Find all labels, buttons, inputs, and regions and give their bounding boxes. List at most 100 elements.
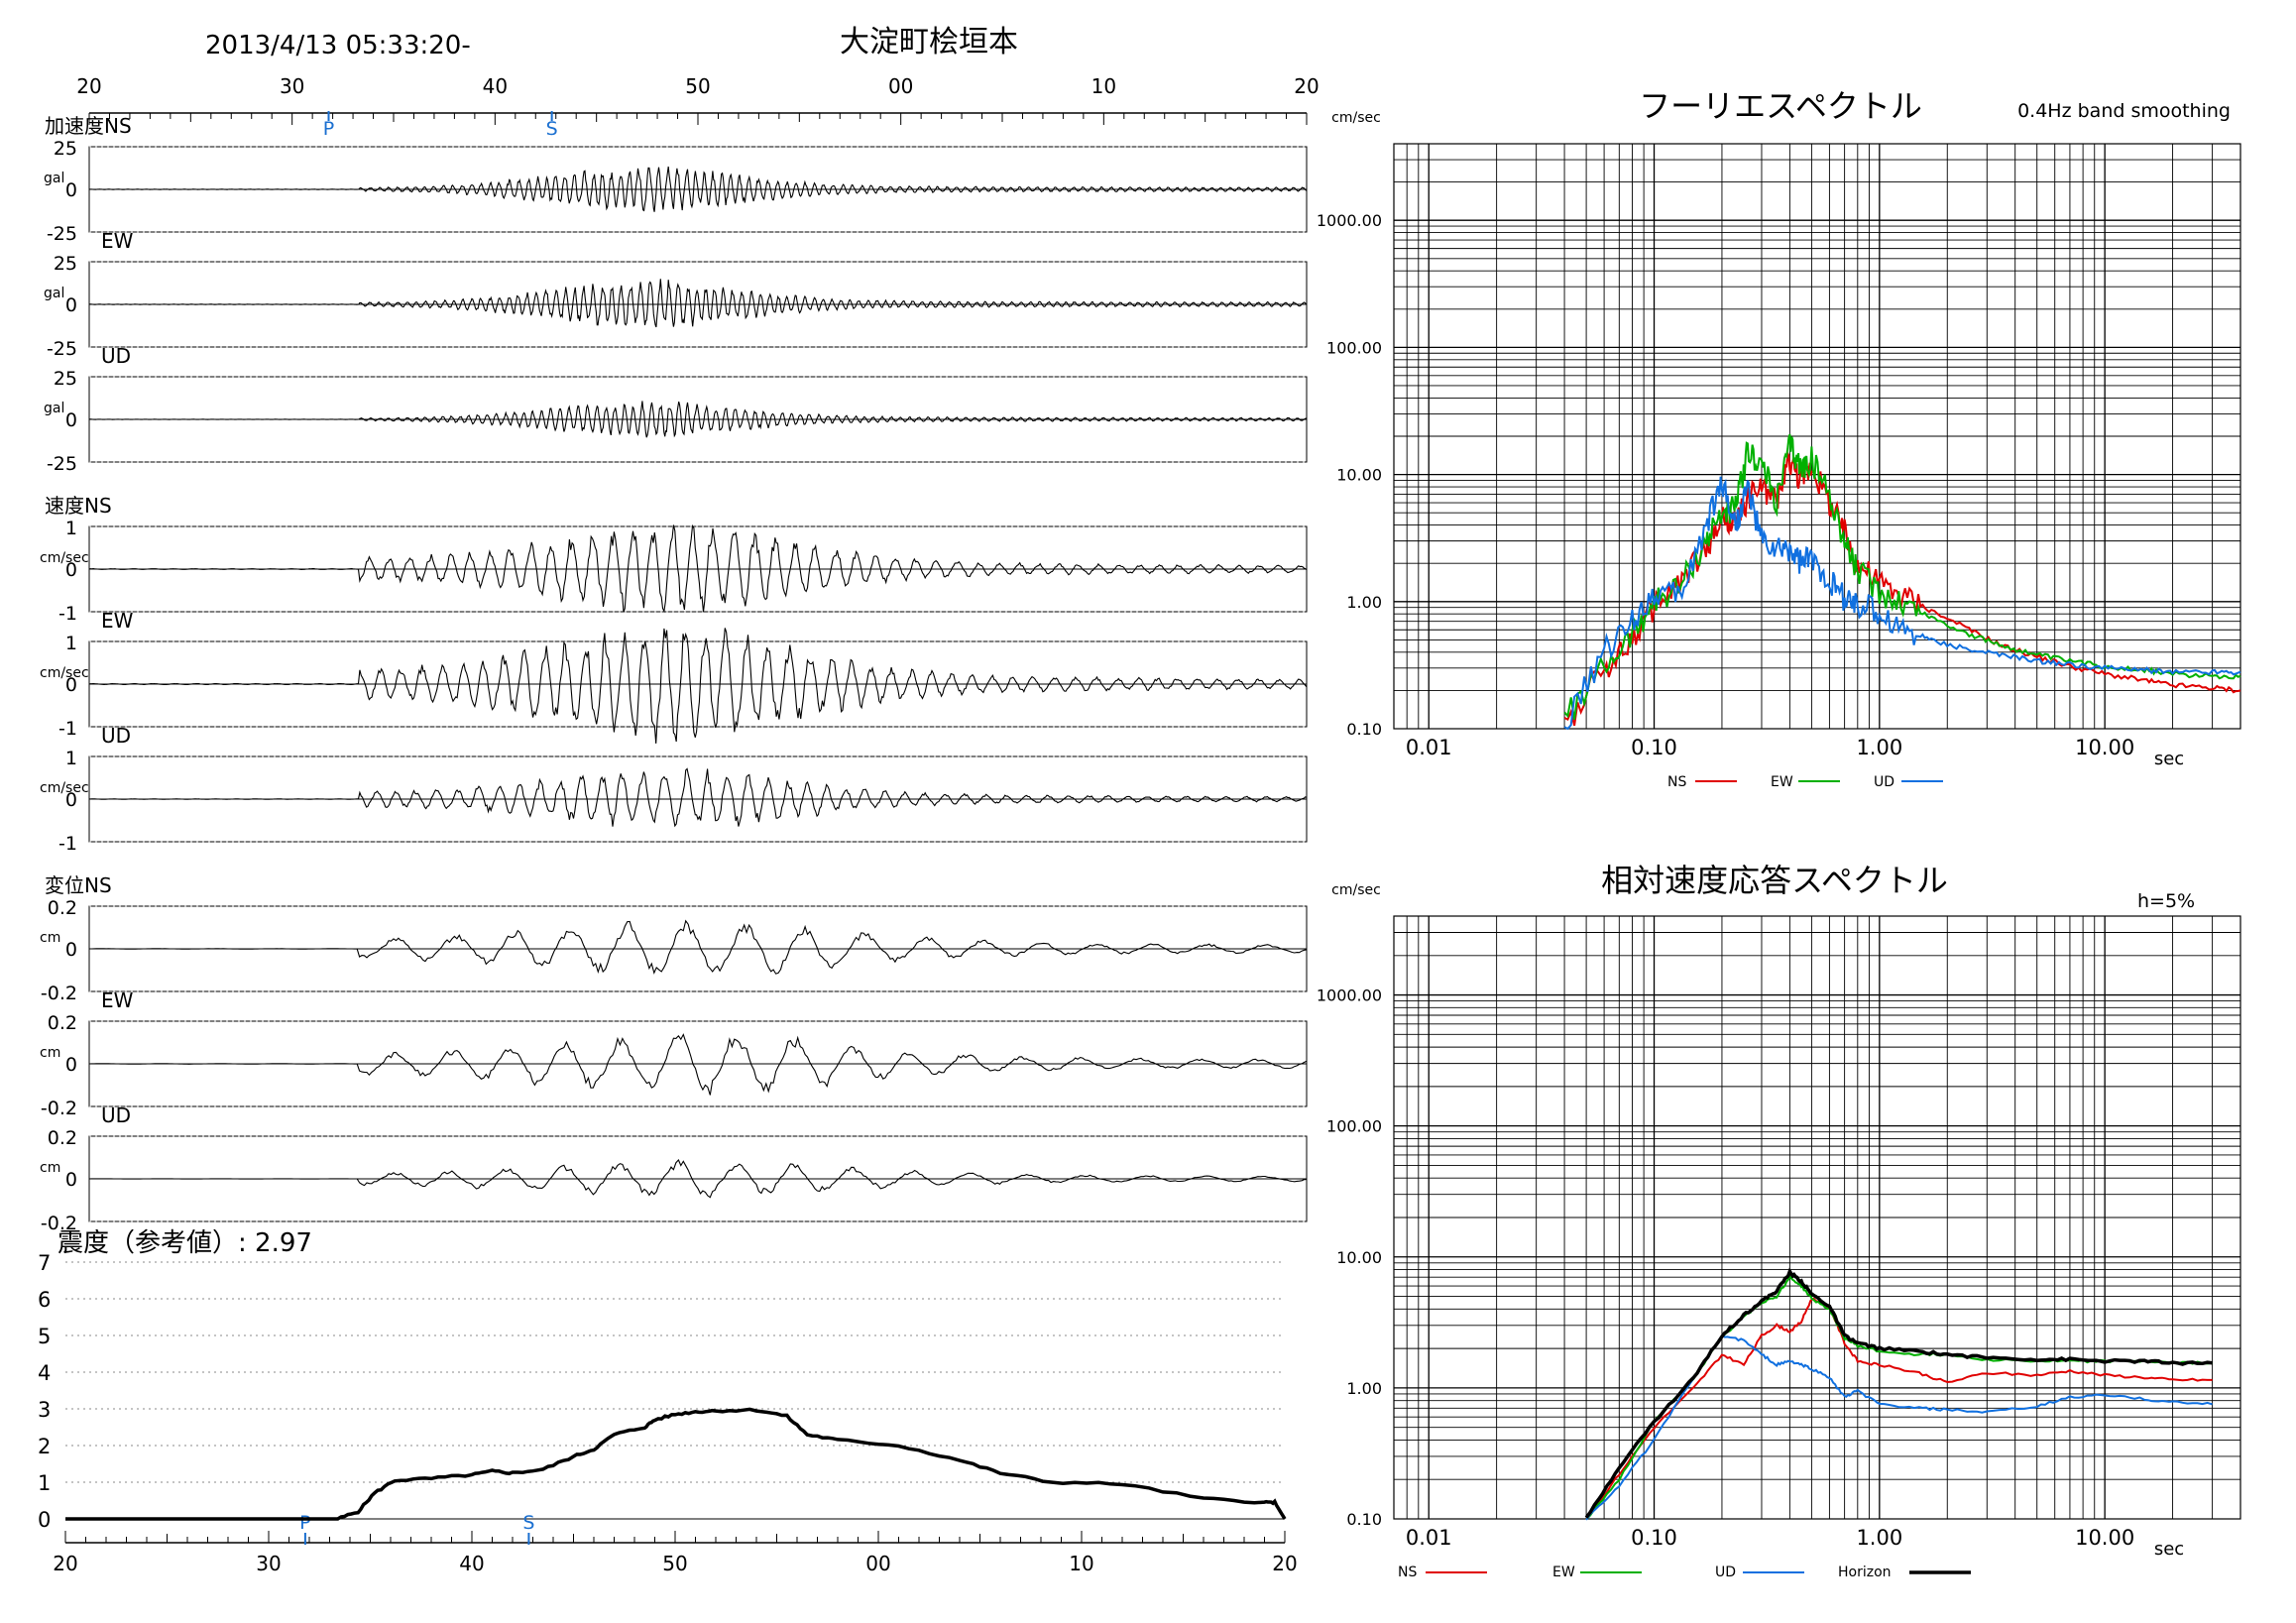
response-legend-label: UD (1715, 1565, 1736, 1580)
unit-label: cm/sec (40, 550, 89, 566)
spectrum-x-tick-label: 0.01 (1406, 736, 1452, 759)
intensity-time-label: 20 (53, 1552, 77, 1575)
y-tick-min: -0.2 (41, 1213, 77, 1234)
y-tick-min: -0.2 (41, 983, 77, 1004)
record-datetime: 2013/4/13 05:33:20- (205, 31, 471, 60)
y-tick-max: 0.2 (48, 1127, 77, 1149)
waveform-trace (89, 767, 1308, 828)
spectrum-x-tick-label: 0.10 (1631, 1526, 1677, 1550)
fourier-subtitle: 0.4Hz band smoothing (2017, 100, 2231, 122)
waveform-trace (88, 401, 1308, 438)
y-tick-zero: 0 (65, 1169, 77, 1191)
y-tick-zero: 0 (65, 409, 77, 431)
y-tick-min: -25 (47, 453, 77, 475)
intensity-title: 震度（参考値）: 2.97 (57, 1228, 312, 1258)
waveform-panel-cont-ew: 25 0 -25 gal EW (44, 229, 1308, 360)
intensity-chart: 震度（参考値）: 2.97 0 1 2 3 4 5 6 7 20 30 40 50 00 10 20 P S (38, 1228, 1298, 1575)
group-label: 速度NS (45, 494, 112, 518)
unit-label: cm/sec (40, 780, 89, 796)
intensity-tick-label: 7 (38, 1251, 51, 1275)
y-tick-max: 1 (65, 633, 77, 654)
y-tick-zero: 0 (65, 1054, 77, 1076)
waveform-panel-cont-ud: 0.2 0 -0.2 cm UD (40, 1103, 1308, 1234)
phase-marker-label: S (546, 118, 558, 140)
waveform-trace (89, 279, 1308, 328)
intensity-time-label: 50 (662, 1552, 687, 1575)
y-tick-min: -25 (47, 338, 77, 360)
waveform-panel-cont-ud: 25 0 -25 gal UD (44, 344, 1308, 475)
y-tick-zero: 0 (65, 789, 77, 811)
component-label: UD (101, 1103, 131, 1127)
waveform-panel-cont-ew: 0.2 0 -0.2 cm EW (40, 988, 1308, 1119)
spectrum-y-tick-label: 10.00 (1336, 466, 1382, 485)
waveform-trace (89, 919, 1308, 975)
time-tick-label: 20 (1294, 74, 1319, 98)
component-label: EW (101, 609, 134, 633)
spectrum-y-tick-label: 10.00 (1336, 1248, 1382, 1267)
intensity-tick-label: 2 (38, 1435, 51, 1458)
intensity-time-label: 40 (459, 1552, 484, 1575)
time-tick-label: 40 (483, 74, 508, 98)
y-tick-min: -25 (47, 223, 77, 245)
response-title: 相対速度応答スペクトル (1601, 862, 1948, 899)
y-tick-zero: 0 (65, 939, 77, 961)
time-tick-label: 10 (1091, 74, 1116, 98)
unit-label: gal (44, 401, 64, 416)
unit-label: cm (40, 930, 60, 946)
y-tick-max: 0.2 (48, 1012, 77, 1034)
y-tick-zero: 0 (65, 674, 77, 696)
group-label: 変位NS (45, 873, 112, 897)
component-label: UD (101, 344, 131, 368)
waveform-trace (89, 166, 1308, 212)
intensity-tick-label: 1 (38, 1471, 51, 1495)
unit-label: cm (40, 1045, 60, 1061)
y-tick-min: -1 (58, 603, 77, 625)
y-tick-zero: 0 (65, 179, 77, 201)
spectrum-y-tick-label: 100.00 (1326, 338, 1382, 357)
fourier-legend-label: UD (1874, 774, 1894, 790)
waveform-area: 20 30 40 50 00 10 20P S250-25gal加速度NS250-25galE… (40, 74, 1320, 1234)
fourier-legend-label: EW (1771, 774, 1793, 790)
spectrum-x-tick-label: 1.00 (1856, 736, 1902, 759)
fourier-spectrum-chart: 0.10 1.00 10.00 100.00 1000.00 0.01 0.10 1.00 10… (1317, 87, 2241, 790)
spectrum-y-tick-label: 0.10 (1346, 720, 1382, 739)
spectrum-x-tick-label: 10.00 (2075, 1526, 2134, 1550)
velocity-response-spectrum-chart: 0.10 1.00 10.00 100.00 1000.00 0.01 0.10 1.00 10… (1317, 862, 2241, 1580)
spectrum-y-tick-label: 1.00 (1346, 593, 1382, 612)
spectrum-y-tick-label: 1000.00 (1317, 211, 1382, 230)
spectrum-x-tick-label: 0.10 (1631, 736, 1677, 759)
response-series-horizon (1584, 1267, 2213, 1519)
waveform-panel-cont-ud: 1 0 -1 cm/sec UD (40, 724, 1308, 855)
component-label: EW (101, 229, 134, 253)
y-tick-min: -0.2 (41, 1098, 77, 1119)
spectrum-x-unit: sec (2154, 1539, 2184, 1560)
y-tick-max: 25 (54, 368, 77, 390)
intensity-tick-label: 3 (38, 1398, 51, 1422)
y-tick-max: 25 (54, 138, 77, 160)
waveform-trace (88, 523, 1308, 614)
spectrum-y-tick-label: 0.10 (1346, 1510, 1382, 1529)
fourier-title: フーリエスペクトル (1639, 87, 1922, 125)
intensity-time-label: 30 (256, 1552, 281, 1575)
intensity-tick-label: 6 (38, 1288, 51, 1312)
y-tick-max: 25 (54, 253, 77, 275)
intensity-tick-label: 4 (38, 1361, 51, 1385)
waveform-trace (88, 1159, 1308, 1199)
waveform-trace (88, 1033, 1308, 1096)
waveform-trace (88, 628, 1308, 744)
spectrum-x-tick-label: 0.01 (1406, 1526, 1452, 1550)
time-tick-label: 30 (280, 74, 304, 98)
spectrum-x-unit: sec (2154, 749, 2184, 769)
waveform-panel-加速度-ns: 25 0 -25 gal 加速度NS (44, 114, 1308, 245)
y-tick-max: 1 (65, 518, 77, 539)
time-tick-label: 00 (888, 74, 913, 98)
component-label: EW (101, 988, 134, 1012)
spectrum-x-tick-label: 1.00 (1856, 1526, 1902, 1550)
spectrum-y-unit: cm/sec (1331, 110, 1381, 126)
fourier-series-ns (1563, 449, 2241, 727)
intensity-time-label: 10 (1069, 1552, 1093, 1575)
waveform-panel-cont-ew: 1 0 -1 cm/sec EW (40, 609, 1308, 744)
response-legend-label: EW (1552, 1565, 1575, 1580)
intensity-phase-label: S (522, 1512, 534, 1534)
unit-label: cm/sec (40, 665, 89, 681)
